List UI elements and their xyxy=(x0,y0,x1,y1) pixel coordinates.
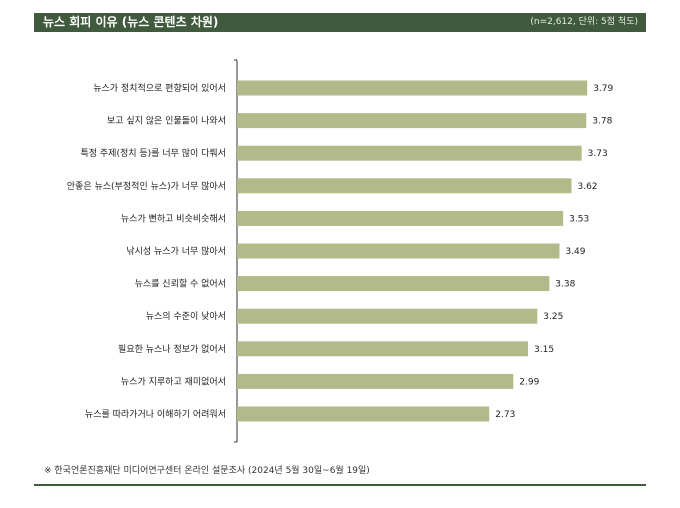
bar-7 xyxy=(237,276,550,292)
bar-9 xyxy=(237,341,529,357)
bar-chart: 뉴스가 정치적으로 편향되어 있어서 3.79 보고 싶지 않은 인물들이 나와서 3… xyxy=(67,59,614,443)
category-label-11: 뉴스를 따라가거나 이해하기 어려워서 xyxy=(85,409,226,420)
value-label-9: 3.15 xyxy=(534,345,554,355)
bottom-divider xyxy=(34,484,646,486)
chart-header-bar: 뉴스 회피 이유 (뉴스 콘텐츠 차원) (n=2,612, 단위: 5점 척도… xyxy=(34,13,646,32)
value-label-11: 2.73 xyxy=(495,410,515,420)
bar-6 xyxy=(237,243,560,259)
bar-10 xyxy=(237,373,514,389)
category-label-4: 안좋은 뉴스(부정적인 뉴스)가 너무 많아서 xyxy=(67,180,226,192)
category-label-2: 보고 싶지 않은 인물들이 나와서 xyxy=(107,115,226,127)
bar-8 xyxy=(237,308,538,324)
category-label-10: 뉴스가 지루하고 재미없어서 xyxy=(121,376,226,387)
value-label-8: 3.25 xyxy=(543,312,563,322)
category-label-9: 필요한 뉴스나 정보가 없어서 xyxy=(118,343,226,355)
bar-3 xyxy=(237,145,582,161)
bar-4 xyxy=(237,178,572,194)
category-label-5: 뉴스가 뻔하고 비슷비슷해서 xyxy=(121,213,226,224)
category-label-7: 뉴스를 신뢰할 수 없어서 xyxy=(135,279,226,290)
value-label-1: 3.79 xyxy=(593,84,613,94)
bar-11 xyxy=(237,406,490,422)
category-label-6: 낚시성 뉴스가 너무 많아서 xyxy=(126,246,226,257)
source-note: ※ 한국언론진흥재단 미디어연구센터 온라인 설문조사 (2024년 5월 30… xyxy=(44,466,370,476)
chart-panel: 뉴스가 정치적으로 편향되어 있어서 3.79 보고 싶지 않은 인물들이 나와서 3… xyxy=(34,32,646,451)
bar-2 xyxy=(237,113,587,129)
value-label-2: 3.78 xyxy=(592,117,612,127)
sample-unit-note: (n=2,612, 단위: 5점 척도) xyxy=(530,17,638,27)
value-label-5: 3.53 xyxy=(569,214,589,224)
value-label-3: 3.73 xyxy=(588,149,608,159)
value-label-7: 3.38 xyxy=(555,280,575,290)
value-label-10: 2.99 xyxy=(519,377,539,387)
bar-5 xyxy=(237,210,564,226)
chart-title: 뉴스 회피 이유 (뉴스 콘텐츠 차원) xyxy=(43,15,219,29)
category-label-3: 특정 주제(정치 등)를 너무 많이 다뤄서 xyxy=(80,147,226,159)
category-label-8: 뉴스의 수준이 낮아서 xyxy=(146,311,226,322)
bar-1 xyxy=(237,80,588,96)
value-label-4: 3.62 xyxy=(577,182,597,192)
value-label-6: 3.49 xyxy=(565,247,585,257)
category-label-1: 뉴스가 정치적으로 편향되어 있어서 xyxy=(93,82,226,94)
